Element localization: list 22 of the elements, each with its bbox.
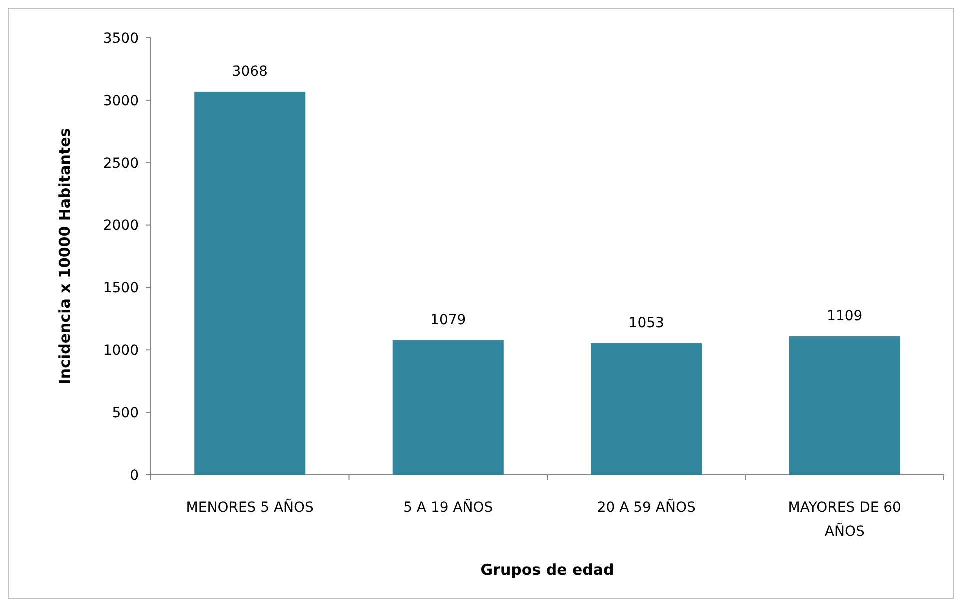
bar [194,92,306,475]
bar [392,340,504,475]
y-tick-label: 1000 [103,343,139,360]
data-label: 1109 [827,308,863,325]
x-tick-label: 5 A 19 AÑOS [404,499,494,516]
x-tick-label: MENORES 5 AÑOS [186,499,314,516]
y-tick-label: 500 [112,405,139,422]
y-tick-label: 0 [130,468,139,484]
data-label: 1053 [628,316,664,332]
y-tick-label: 3000 [103,93,139,110]
y-tick-label: 3500 [103,30,139,47]
y-tick-label: 2000 [103,218,139,234]
x-tick-label: MAYORES DE 60 AÑOS [788,500,902,540]
x-tick-label: 20 A 59 AÑOS [597,499,696,516]
y-tick-label: 1500 [103,280,139,297]
data-label: 3068 [232,64,268,80]
data-label: 1079 [430,312,466,328]
x-axis-title: Grupos de edad [480,561,614,579]
y-tick-label: 2500 [103,156,139,172]
bar [591,344,702,475]
bar [789,336,900,475]
y-axis-title: Incidencia x 10000 Habitantes [56,128,74,385]
